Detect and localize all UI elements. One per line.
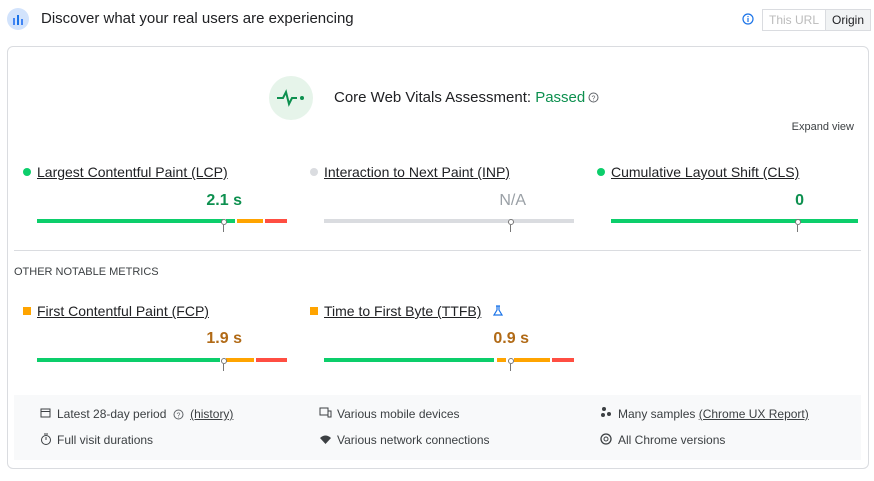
crux-icon	[7, 8, 29, 30]
card	[7, 46, 869, 469]
details-panel	[14, 395, 861, 460]
distribution-bar	[324, 219, 574, 232]
metric-value: N/A	[499, 192, 526, 209]
samples-icon	[601, 407, 611, 417]
metric-name[interactable]: Largest Contentful Paint (LCP)	[37, 164, 228, 180]
chrome-icon	[600, 433, 612, 445]
assessment-status: Passed	[535, 89, 586, 106]
divider	[14, 250, 861, 251]
assessment-icon	[269, 76, 313, 120]
status-square	[23, 307, 31, 315]
detail: Many samples (Chrome UX Report)	[618, 407, 809, 421]
distribution-bar	[611, 219, 858, 232]
status-dot	[597, 168, 605, 176]
tab-this-url[interactable]: This URL	[762, 9, 827, 31]
section-heading: OTHER NOTABLE METRICS	[14, 266, 159, 278]
header-title: Discover what your real users are experi…	[41, 10, 354, 27]
expand-view[interactable]: Expand view	[791, 121, 854, 133]
svg-text:?: ?	[176, 413, 180, 420]
status-dot	[310, 168, 318, 176]
metric-value: 0	[795, 192, 804, 209]
metric-name[interactable]: First Contentful Paint (FCP)	[37, 303, 209, 319]
help-icon[interactable]: ?	[173, 409, 184, 420]
detail: Various network connections	[337, 433, 490, 447]
assessment: Core Web Vitals Assessment: Passed	[334, 89, 585, 106]
distribution-bar	[37, 219, 287, 232]
detail: Full visit durations	[57, 433, 154, 447]
wifi-icon	[320, 435, 331, 444]
devices-icon	[319, 407, 332, 418]
detail: All Chrome versions	[618, 433, 726, 447]
status-square	[310, 307, 318, 315]
detail: Various mobile devices	[337, 407, 460, 421]
metric-value: 2.1 s	[206, 192, 242, 209]
calendar-icon	[40, 408, 51, 418]
metric-name[interactable]: Interaction to Next Paint (INP)	[324, 164, 510, 180]
detail-text: Many samples	[618, 407, 696, 421]
metric-value: 1.9 s	[206, 330, 242, 347]
detail: Latest 28-day period ? (history)	[57, 407, 233, 421]
svg-text:?: ?	[592, 96, 596, 103]
metric-value: 0.9 s	[493, 330, 529, 347]
tab-origin[interactable]: Origin	[825, 9, 872, 31]
experimental-icon	[493, 305, 503, 316]
detail-link[interactable]: (Chrome UX Report)	[698, 407, 809, 421]
detail-text: Latest 28-day period	[57, 407, 167, 421]
info-icon[interactable]	[742, 13, 754, 25]
distribution-bar	[324, 358, 574, 371]
assessment-label: Core Web Vitals Assessment:	[334, 89, 532, 106]
distribution-bar	[37, 358, 287, 371]
status-dot	[23, 168, 31, 176]
metric-name[interactable]: Cumulative Layout Shift (CLS)	[611, 164, 800, 180]
metric-name[interactable]: Time to First Byte (TTFB)	[324, 303, 482, 319]
timer-icon	[41, 433, 51, 445]
help-icon[interactable]: ?	[588, 92, 599, 103]
detail-link[interactable]: (history)	[190, 407, 234, 421]
